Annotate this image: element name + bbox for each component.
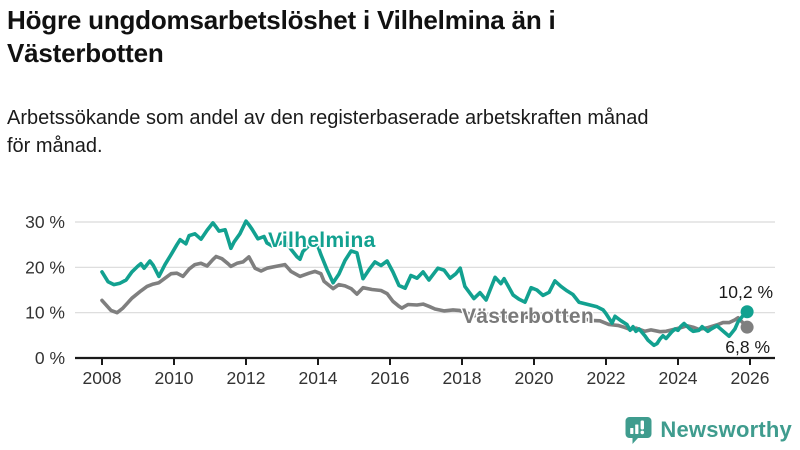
vasterbotten-end-dot — [740, 320, 754, 334]
y-tick-label-10: 10 % — [25, 303, 65, 323]
y-tick-label-30: 30 % — [25, 212, 65, 232]
page-subtitle-line-2: för månad. — [7, 135, 103, 157]
vilhelmina-line — [100, 219, 749, 348]
x-tick-label-2018: 2018 — [443, 368, 482, 388]
y-tick-label-20: 20 % — [25, 257, 65, 277]
exclamation-bar — [641, 420, 645, 430]
x-tick-label-2024: 2024 — [659, 368, 698, 388]
speech-bubble-shape — [625, 417, 652, 444]
bar-tall — [635, 424, 639, 434]
x-tick-label-2016: 2016 — [371, 368, 410, 388]
x-tick-label-2020: 2020 — [515, 368, 554, 388]
x-tick-label-2026: 2026 — [731, 368, 770, 388]
newsworthy-logo-icon — [625, 417, 652, 444]
vasterbotten-end-value-label: 6,8 % — [725, 337, 770, 357]
vilhelmina-end-dot — [740, 305, 754, 319]
vilhelmina-series-label: Vilhelmina — [268, 229, 376, 252]
x-tick-label-2010: 2010 — [155, 368, 194, 388]
bar-small — [630, 428, 634, 434]
newsworthy-logo[interactable]: Newsworthy — [625, 416, 792, 444]
page-subtitle-line-1: Arbetssökande som andel av den registerb… — [7, 107, 649, 129]
page-title-line-1: Högre ungdomsarbetslöshet i Vilhelmina ä… — [7, 5, 556, 35]
vilhelmina-end-value-label: 10,2 % — [719, 282, 773, 302]
page-title: Högre ungdomsarbetslöshet i Vilhelmina ä… — [7, 4, 777, 70]
x-tick-label-2012: 2012 — [227, 368, 266, 388]
page-title-line-2: Västerbotten — [7, 38, 164, 68]
x-tick-label-2008: 2008 — [83, 368, 122, 388]
vasterbotten-series-label: Västerbotten — [462, 305, 594, 328]
exclamation-dot — [640, 430, 645, 435]
x-tick-label-2022: 2022 — [587, 368, 626, 388]
newsworthy-logo-text: Newsworthy — [660, 417, 792, 442]
x-tick-label-2014: 2014 — [299, 368, 338, 388]
y-tick-label-0: 0 % — [35, 348, 65, 368]
page-subtitle: Arbetssökande som andel av den registerb… — [7, 104, 777, 160]
